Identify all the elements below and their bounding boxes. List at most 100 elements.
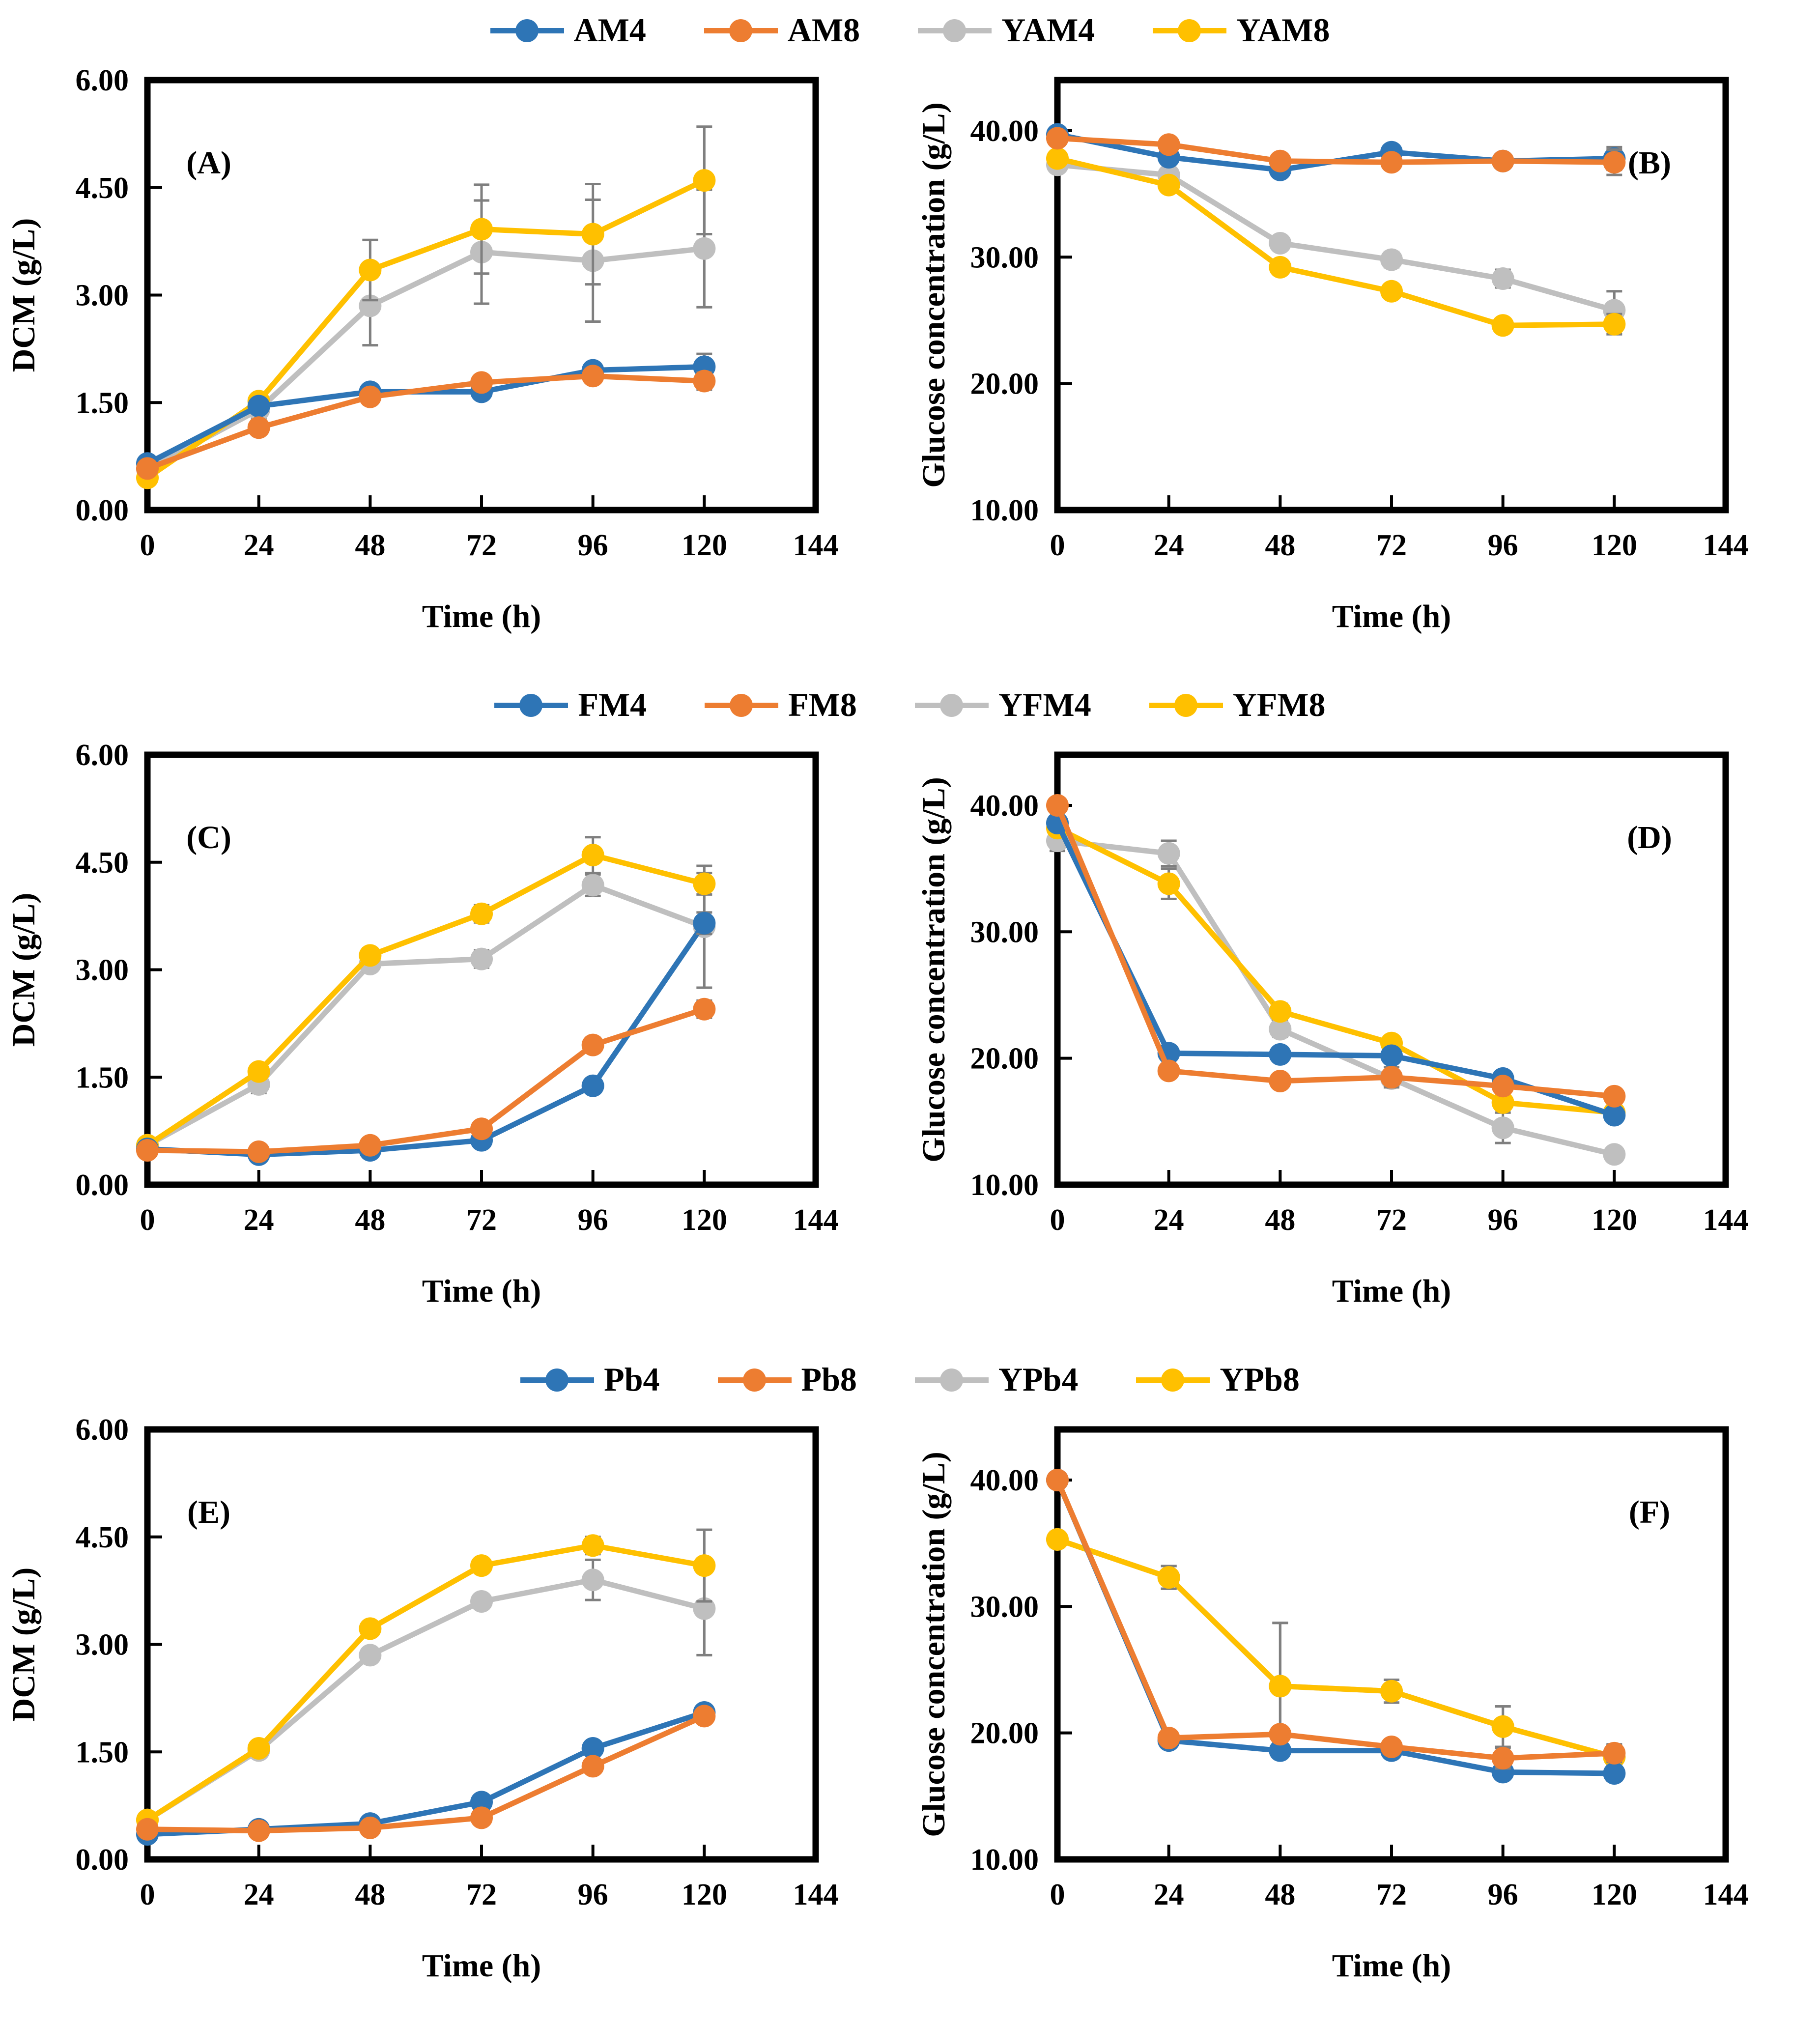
svg-text:4.50: 4.50 [76,846,129,880]
svg-text:144: 144 [1703,1878,1749,1911]
legend-label: YAM4 [1001,11,1095,49]
svg-text:72: 72 [466,1203,497,1237]
row-3: Pb4 Pb8 YPb4 YPb8 0 24 48 72 96 120 144 0.00 1.5… [0,1349,1820,2024]
svg-text:24: 24 [1154,1203,1184,1237]
row-1: AM4 AM8 YAM4 YAM8 0 24 48 72 96 120 144 0.00 1.5… [0,0,1820,675]
svg-text:DCM (g/L): DCM (g/L) [6,893,42,1047]
svg-text:24: 24 [244,529,274,562]
svg-text:Time (h): Time (h) [1332,599,1451,634]
legend-label: Pb8 [801,1361,857,1398]
svg-text:24: 24 [1154,1878,1184,1911]
svg-text:120: 120 [682,1878,727,1911]
legend-item-ypb4: YPb4 [914,1360,1079,1399]
svg-text:48: 48 [355,1878,385,1911]
svg-text:1.50: 1.50 [76,386,129,420]
legend-label: YFM8 [1232,686,1326,723]
svg-text:72: 72 [1376,529,1407,562]
svg-text:3.00: 3.00 [76,954,129,987]
svg-text:3.00: 3.00 [76,279,129,313]
legend-item-am4: AM4 [490,11,646,50]
svg-text:48: 48 [1265,1878,1295,1911]
chart-panel-e-dcm: 0 24 48 72 96 120 144 0.00 1.50 3.00 4.50 6.00 Time … [6,1413,839,1984]
svg-text:(B): (B) [1628,145,1671,181]
svg-text:96: 96 [578,529,608,562]
legend-item-pb8: Pb8 [717,1360,857,1399]
chart-panel-f-glucose: 0 24 48 72 96 120 144 10.00 20.00 30.00 40.00 Time … [916,1426,1749,1984]
legend-item-pb4: Pb4 [520,1360,660,1399]
svg-text:Time (h): Time (h) [422,1948,541,1984]
line-marker-icon [705,693,779,717]
legend-label: YAM8 [1236,11,1330,49]
svg-text:120: 120 [1592,1203,1637,1237]
svg-text:3.00: 3.00 [76,1628,129,1662]
svg-text:(E): (E) [187,1494,230,1530]
svg-text:96: 96 [578,1878,608,1911]
line-marker-icon [717,1368,792,1392]
svg-text:24: 24 [1154,529,1184,562]
legend-item-yfm8: YFM8 [1149,685,1326,724]
line-marker-icon [520,1368,595,1392]
svg-text:Time (h): Time (h) [422,1273,541,1309]
svg-text:96: 96 [1488,1878,1518,1911]
legend-label: YPb4 [998,1361,1079,1398]
svg-text:120: 120 [1592,529,1637,562]
svg-text:0.00: 0.00 [76,1843,129,1877]
svg-text:48: 48 [1265,529,1295,562]
svg-text:30.00: 30.00 [970,1590,1039,1624]
svg-text:40.00: 40.00 [970,114,1039,148]
svg-text:20.00: 20.00 [970,1717,1039,1750]
svg-text:0: 0 [1050,1878,1065,1911]
svg-text:144: 144 [793,529,839,562]
line-marker-icon [914,693,989,717]
svg-text:10.00: 10.00 [970,1843,1039,1877]
legend-item-yam8: YAM8 [1153,11,1330,50]
svg-text:120: 120 [1592,1878,1637,1911]
charts-row-3: 0 24 48 72 96 120 144 0.00 1.50 3.00 4.50 6.00 Time … [0,1410,1820,2024]
legend-item-am8: AM8 [704,11,860,50]
svg-text:30.00: 30.00 [970,241,1039,274]
svg-text:DCM (g/L): DCM (g/L) [6,218,42,372]
svg-text:0: 0 [140,529,155,562]
svg-text:Time (h): Time (h) [1332,1948,1451,1984]
svg-text:4.50: 4.50 [76,1521,129,1554]
line-marker-icon [494,693,569,717]
line-marker-icon [914,1368,989,1392]
svg-text:6.00: 6.00 [76,64,129,97]
legend-label: FM8 [788,686,857,723]
svg-text:6.00: 6.00 [76,739,129,772]
legend-label: YFM4 [998,686,1091,723]
svg-text:6.00: 6.00 [76,1413,129,1447]
svg-text:72: 72 [1376,1878,1407,1911]
svg-text:(D): (D) [1627,820,1672,855]
legend-row-2: FM4 FM8 YFM4 YFM8 [0,675,1820,735]
svg-text:40.00: 40.00 [970,1464,1039,1497]
line-marker-icon [918,18,992,43]
charts-row-2: 0 24 48 72 96 120 144 0.00 1.50 3.00 4.50 6.00 Time … [0,735,1820,1349]
svg-text:72: 72 [466,529,497,562]
svg-text:Glucose concentration (g/L): Glucose concentration (g/L) [916,777,952,1163]
svg-text:10.00: 10.00 [970,1169,1039,1202]
chart-panel-d-glucose: 0 24 48 72 96 120 144 10.00 20.00 30.00 40.00 Time … [916,751,1749,1309]
chart-panel-c-dcm: 0 24 48 72 96 120 144 0.00 1.50 3.00 4.50 6.00 Time … [6,739,839,1309]
legend-item-fm4: FM4 [494,685,647,724]
svg-text:10.00: 10.00 [970,494,1039,527]
svg-text:20.00: 20.00 [970,1042,1039,1076]
svg-text:120: 120 [682,529,727,562]
svg-text:Time (h): Time (h) [1332,1273,1451,1309]
svg-text:DCM (g/L): DCM (g/L) [6,1568,42,1721]
legend-row-3: Pb4 Pb8 YPb4 YPb8 [0,1349,1820,1410]
chart-panel-b-glucose: 0 24 48 72 96 120 144 10.00 20.00 30.00 40.00 Time … [916,77,1749,634]
line-marker-icon [1136,1368,1210,1392]
svg-text:48: 48 [355,1203,385,1237]
legend-item-fm8: FM8 [705,685,857,724]
svg-text:(A): (A) [186,145,231,181]
svg-text:(C): (C) [186,820,231,855]
svg-text:144: 144 [793,1878,839,1911]
svg-text:Time (h): Time (h) [422,599,541,634]
legend-label: AM4 [573,11,646,49]
legend-label: YPb8 [1220,1361,1300,1398]
line-marker-icon [704,18,778,43]
svg-text:1.50: 1.50 [76,1061,129,1094]
svg-text:4.50: 4.50 [76,171,129,205]
